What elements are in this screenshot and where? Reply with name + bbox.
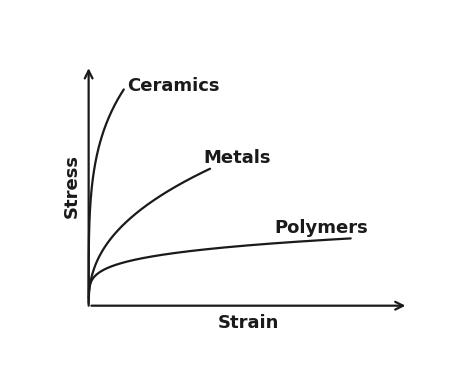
Text: Metals: Metals — [204, 150, 271, 167]
Text: Ceramics: Ceramics — [127, 77, 219, 96]
Text: Stress: Stress — [63, 153, 81, 218]
Text: Polymers: Polymers — [274, 219, 368, 237]
Text: Strain: Strain — [218, 314, 279, 332]
